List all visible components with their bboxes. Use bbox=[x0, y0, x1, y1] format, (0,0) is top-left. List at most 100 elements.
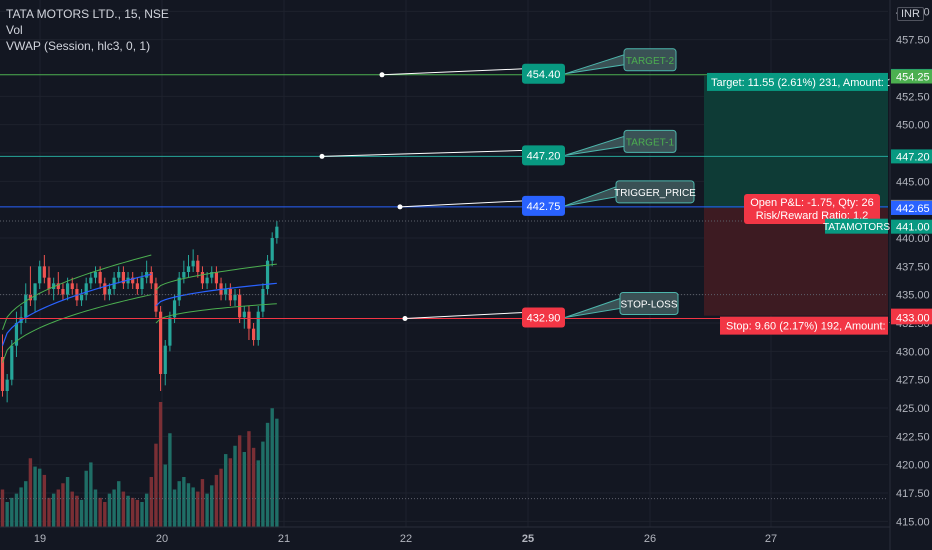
candle-body bbox=[107, 289, 112, 295]
symbol-title[interactable]: TATA MOTORS LTD., 15, NSE bbox=[6, 7, 169, 21]
price-tick-label: 437.50 bbox=[896, 261, 930, 273]
candle-body bbox=[14, 323, 19, 346]
volume-bar bbox=[168, 433, 172, 527]
time-tick-label: 21 bbox=[278, 533, 290, 545]
candle-body bbox=[5, 379, 9, 391]
callout-text: TARGET-2 bbox=[626, 56, 675, 67]
price-tick-label: 452.50 bbox=[896, 91, 930, 103]
volume-bar bbox=[200, 479, 205, 527]
level-price-text: 447.20 bbox=[527, 150, 561, 162]
candle bbox=[89, 272, 93, 289]
candle bbox=[42, 255, 46, 284]
candle bbox=[103, 277, 107, 301]
connector-line bbox=[381, 68, 525, 76]
axis-price-badge: 442.65 bbox=[891, 200, 932, 215]
volume-bar bbox=[256, 460, 260, 527]
callout-text: STOP-LOSS bbox=[620, 299, 677, 310]
callout-box bbox=[623, 129, 677, 153]
volume-bar bbox=[24, 481, 28, 527]
candle bbox=[149, 266, 153, 289]
candle-body bbox=[200, 272, 205, 284]
candle bbox=[79, 289, 84, 306]
time-tick-label: 19 bbox=[34, 533, 46, 545]
candle-body bbox=[177, 277, 181, 301]
candle-body bbox=[256, 311, 260, 340]
candle-body bbox=[0, 357, 5, 391]
candle bbox=[154, 277, 158, 318]
volume-bar bbox=[233, 445, 237, 527]
axis-badge-text: 447.20 bbox=[896, 151, 930, 163]
candle-body bbox=[84, 283, 88, 295]
volume-bar bbox=[270, 408, 274, 527]
candle bbox=[93, 266, 98, 284]
annotation: 432.90 STOP-LOSS bbox=[402, 291, 679, 328]
candle-body bbox=[131, 277, 135, 284]
candle-body bbox=[103, 283, 107, 295]
volume-bar bbox=[144, 493, 149, 527]
price-tick-label: 435.00 bbox=[896, 290, 930, 302]
candle-body bbox=[172, 300, 177, 318]
volume-bar bbox=[210, 485, 214, 527]
volume-bars bbox=[0, 402, 279, 527]
volume-bar bbox=[93, 489, 98, 527]
axis-price-badge: 433.00 bbox=[891, 310, 932, 325]
level-price-box bbox=[522, 307, 565, 328]
price-tick-label: 415.00 bbox=[896, 516, 930, 528]
callout-box bbox=[623, 48, 677, 72]
time-tick-label: 25 bbox=[522, 533, 534, 545]
volume-bar bbox=[149, 477, 153, 527]
time-axis-bg bbox=[0, 527, 890, 550]
vwap-lower-band bbox=[2, 294, 152, 363]
target-label: Target: 11.55 (2.61%) 231, Amount: 1300. bbox=[707, 72, 914, 91]
candle bbox=[121, 266, 125, 289]
volume-bar bbox=[56, 489, 60, 527]
candle bbox=[117, 266, 121, 284]
candle-body bbox=[93, 272, 98, 278]
candle-body bbox=[233, 294, 237, 301]
volume-bar bbox=[19, 487, 23, 527]
time-axis[interactable]: 19 20 21 22 25 26 27 bbox=[0, 0, 891, 550]
volume-bar bbox=[5, 502, 9, 527]
axis-badge-bg bbox=[891, 200, 932, 215]
axis-price-badge: 441.00 bbox=[891, 219, 932, 234]
candle-body bbox=[140, 277, 144, 289]
candle bbox=[140, 272, 144, 295]
volume-bar bbox=[70, 491, 74, 527]
volume-bar bbox=[158, 402, 163, 527]
axis-badge-bg bbox=[891, 69, 932, 84]
candle-body bbox=[275, 226, 279, 238]
callout-box bbox=[615, 180, 695, 204]
level-price-text: 432.90 bbox=[527, 312, 561, 324]
vwap-indicator-label[interactable]: VWAP (Session, hlc3, 0, 1) bbox=[6, 39, 151, 53]
currency-badge[interactable]: INR bbox=[897, 7, 924, 21]
candle-body bbox=[38, 266, 42, 284]
volume-bar bbox=[84, 470, 88, 527]
price-axis[interactable]: 415.00 417.50 420.00 422.50 425.00 427.50 430.… bbox=[890, 0, 932, 550]
candle-body bbox=[135, 283, 139, 289]
candle bbox=[24, 283, 28, 323]
candle bbox=[163, 340, 167, 386]
volume-bar bbox=[61, 483, 65, 527]
volume-bar bbox=[172, 489, 177, 527]
candle bbox=[242, 306, 246, 329]
candle-body bbox=[224, 289, 228, 295]
candle-body bbox=[24, 294, 28, 318]
volume-bar bbox=[196, 491, 200, 527]
candle bbox=[70, 277, 74, 295]
volume-indicator-label[interactable]: Vol bbox=[6, 23, 23, 37]
candle bbox=[56, 272, 60, 295]
candle-body bbox=[182, 272, 186, 278]
volume-bar bbox=[10, 497, 14, 527]
candle-body bbox=[56, 283, 60, 289]
annotation: 442.75 TRIGGER_PRICE bbox=[397, 180, 696, 216]
candle bbox=[186, 255, 191, 278]
candle-body bbox=[42, 266, 46, 278]
callout-box bbox=[619, 291, 679, 315]
candle-body bbox=[98, 272, 102, 284]
pnl-text: Open P&L: -1.75, Qty: 26 bbox=[750, 197, 874, 209]
candle bbox=[177, 272, 181, 306]
volume-bar bbox=[38, 468, 42, 527]
axis-badge-text: 433.00 bbox=[896, 312, 930, 324]
price-axis-bg bbox=[890, 0, 932, 550]
